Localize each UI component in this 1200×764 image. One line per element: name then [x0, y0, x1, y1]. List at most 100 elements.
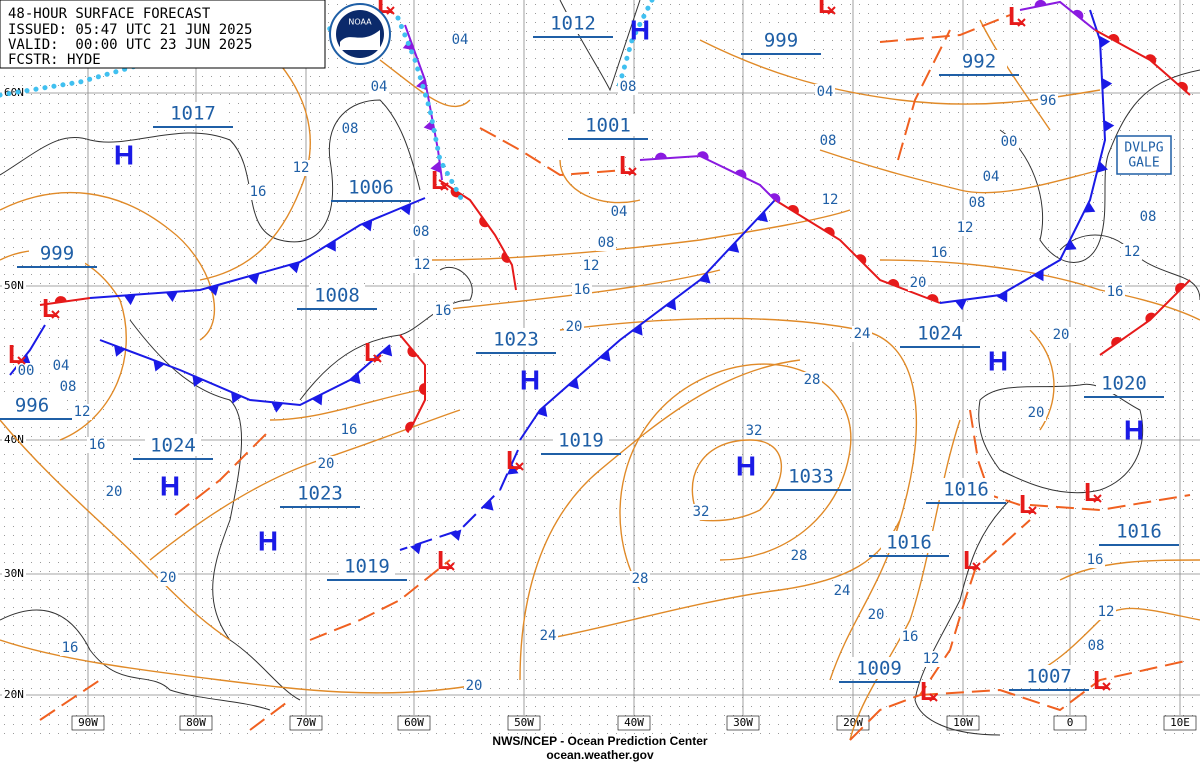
cold-front-barb — [727, 241, 740, 253]
header-line: 48-HOUR SURFACE FORECAST — [8, 6, 211, 22]
front-line — [399, 334, 426, 431]
isobar-label: 12 — [1098, 604, 1115, 620]
label-bg — [818, 133, 838, 149]
warm-front-bump — [1145, 312, 1156, 323]
low-marker — [929, 693, 938, 702]
isobar-label: 08 — [413, 224, 430, 240]
warm-front-bump — [419, 382, 425, 395]
isobar-label: 04 — [371, 79, 388, 95]
ice-edge — [395, 15, 465, 203]
label-bg — [145, 434, 201, 456]
isobar — [849, 419, 961, 741]
latitude-label: 50N — [4, 279, 24, 292]
isobar-label: 16 — [1107, 284, 1124, 300]
label-bg — [397, 715, 431, 731]
cold-front-barb — [247, 273, 260, 285]
pressure-value: 1024 — [150, 435, 196, 457]
coastline — [978, 383, 1144, 494]
front-line — [879, 14, 1011, 43]
cold-front-barb — [1064, 239, 1077, 251]
cold-front-barb — [1103, 119, 1115, 132]
label-bg — [820, 192, 840, 208]
front-line — [849, 519, 1031, 741]
warm-front-bump — [654, 152, 667, 160]
cold-front-barb — [361, 219, 373, 232]
label-bg — [165, 102, 221, 124]
label-bg — [802, 372, 822, 388]
cold-front-barb — [699, 272, 711, 284]
warm-front-bump — [407, 346, 418, 358]
warm-front-bump — [501, 251, 511, 263]
pressure-value: 1012 — [550, 13, 596, 35]
label-bg — [951, 50, 1007, 72]
low-center: L — [818, 0, 834, 19]
warning-box: DVLPG GALE — [1116, 135, 1172, 175]
label-bg — [900, 629, 920, 645]
low-center: L — [506, 445, 522, 475]
longitude-label: 20W — [843, 716, 863, 729]
front-line — [919, 659, 1191, 712]
warm-front-bump — [1111, 336, 1123, 347]
coastline — [0, 99, 421, 243]
label-bg — [691, 504, 711, 520]
label-bg — [617, 715, 651, 731]
longitude-label: 30W — [733, 716, 753, 729]
isobar-label: 00 — [18, 363, 35, 379]
isobar-label: 20 — [868, 607, 885, 623]
cold-front-barb — [756, 210, 768, 223]
front-line — [479, 127, 626, 177]
longitude-label: 10W — [953, 716, 973, 729]
label-bg — [104, 484, 124, 500]
warning-text: DVLPG — [1124, 141, 1163, 156]
cold-front-barb — [1096, 161, 1108, 173]
label-bg — [753, 29, 809, 51]
front-line — [897, 29, 951, 161]
label-bg — [545, 12, 601, 34]
latitude-label: 20N — [4, 688, 24, 701]
logo-gull — [340, 30, 380, 50]
label-bg — [564, 319, 584, 335]
ice-edge — [615, 0, 655, 93]
warm-front-bump — [1177, 81, 1188, 92]
coastline — [299, 266, 473, 401]
footer: ocean.weather.gov — [546, 748, 654, 762]
isobar — [0, 639, 471, 694]
label-bg — [1163, 715, 1197, 731]
low-marker — [972, 562, 981, 571]
warm-front-bump — [856, 254, 867, 265]
coastline — [129, 319, 301, 701]
label-bg — [1096, 372, 1152, 394]
coastline — [999, 69, 1200, 263]
label-bg — [72, 404, 92, 420]
pressure-value: 1008 — [314, 285, 360, 307]
front-line — [1019, 0, 1096, 31]
isobar-label: 28 — [791, 548, 808, 564]
label-bg — [488, 328, 544, 350]
label-bg — [1122, 244, 1142, 260]
label-bg — [630, 571, 650, 587]
label-bg — [789, 548, 809, 564]
front-line — [939, 9, 1107, 304]
cold-front-barb — [1033, 269, 1044, 282]
low-center: L — [1019, 489, 1035, 519]
label-bg — [929, 245, 949, 261]
label-bg — [783, 465, 839, 487]
low-marker — [440, 182, 449, 191]
label-bg — [71, 715, 105, 731]
pressure-value: 1024 — [917, 323, 963, 345]
isobar-label: 12 — [583, 258, 600, 274]
front-line — [639, 154, 776, 201]
label-bg — [1021, 665, 1077, 687]
isobar-label: 08 — [820, 133, 837, 149]
label-bg — [866, 607, 886, 623]
low-marker — [1017, 18, 1026, 27]
isobar-label: 24 — [540, 628, 557, 644]
label-bg — [1053, 715, 1087, 731]
label-bg — [464, 678, 484, 694]
label-bg — [981, 169, 1001, 185]
label-bg — [369, 79, 389, 95]
label-bg — [412, 257, 432, 273]
isobar-label: 20 — [160, 570, 177, 586]
latitude-label: 30N — [4, 567, 24, 580]
pressure-value: 999 — [40, 243, 74, 265]
